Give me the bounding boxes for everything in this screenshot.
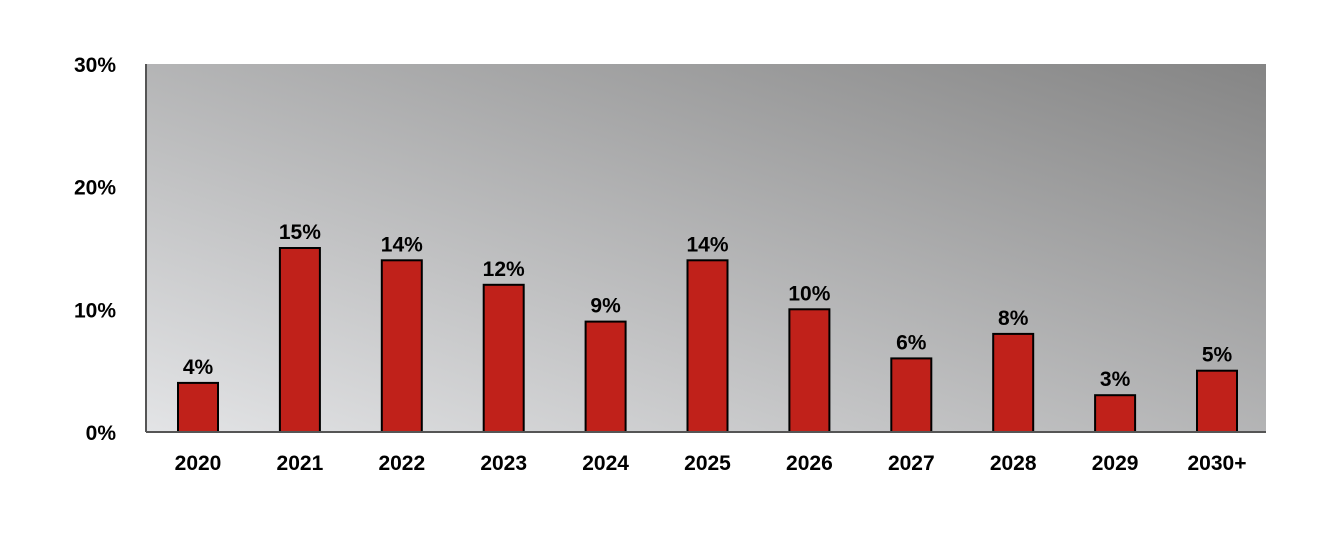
bar-2028 (992, 332, 1035, 433)
y-tick-label: 10% (74, 299, 116, 322)
x-tick-label: 2020 (175, 452, 222, 475)
x-tick-label: 2023 (480, 452, 527, 475)
data-label: 8% (998, 307, 1029, 330)
bars (177, 247, 1238, 434)
bar-2020 (177, 381, 219, 433)
data-label: 9% (590, 295, 621, 318)
bar-2021 (278, 247, 321, 433)
bar-2025 (686, 259, 729, 433)
data-label: 10% (788, 282, 830, 305)
data-label: 5% (1202, 344, 1233, 367)
x-tick-label: 2027 (888, 452, 935, 475)
data-label: 6% (896, 331, 927, 354)
x-tick-label: 2029 (1092, 452, 1139, 475)
data-label: 4% (183, 356, 214, 379)
y-axis-ticks: 0% 10% 20% 30% (74, 54, 116, 445)
data-label: 14% (381, 233, 423, 256)
bar-2024 (584, 320, 627, 434)
data-label: 12% (483, 258, 525, 281)
data-label: 14% (686, 233, 728, 256)
x-tick-label: 2028 (990, 452, 1037, 475)
data-label: 3% (1100, 368, 1131, 391)
y-tick-label: 30% (74, 54, 116, 77)
x-tick-label: 2024 (582, 452, 629, 475)
bar-2026 (788, 308, 831, 433)
x-axis-labels: 2020 2021 2022 2023 2024 2025 2026 2027 2028 2029… (175, 452, 1247, 475)
y-tick-label: 20% (74, 177, 116, 200)
bar-2023 (482, 283, 525, 433)
y-tick-label: 0% (86, 422, 117, 445)
data-label: 15% (279, 221, 321, 244)
bar-2027 (890, 357, 933, 433)
bar-2030-plus (1196, 369, 1238, 434)
x-tick-label: 2026 (786, 452, 833, 475)
x-tick-label: 2021 (277, 452, 324, 475)
x-tick-label: 2025 (684, 452, 731, 475)
bar-2022 (380, 259, 423, 433)
x-tick-label: 2030+ (1188, 452, 1247, 475)
data-labels: 4% 15% 14% 12% 9% 14% 10% 6% 8% 3% 5% (183, 221, 1233, 391)
x-tick-label: 2022 (378, 452, 425, 475)
bar-2029 (1094, 394, 1137, 434)
